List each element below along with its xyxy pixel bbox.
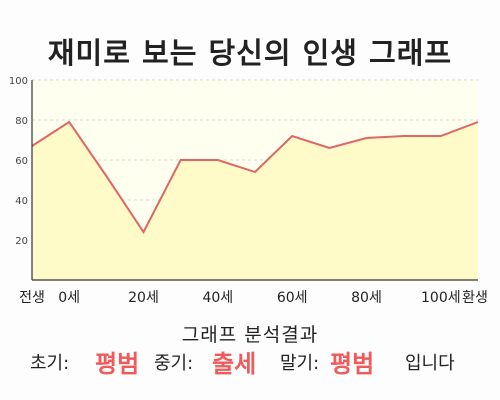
late-value: 평범: [330, 350, 375, 378]
y-tick-label: 40: [15, 196, 28, 207]
x-tick-label: 환생: [462, 290, 488, 306]
x-tick-label: 60세: [277, 290, 308, 306]
life-graph-chart: 100 80 60 40 20 전생 0세 20세 40세 60세 80세 100세 환생: [9, 76, 488, 306]
y-tick-label: 80: [15, 116, 28, 127]
y-tick-label: 100: [9, 76, 28, 87]
x-tick-label: 80세: [351, 290, 382, 306]
analysis-heading: 그래프 분석결과: [181, 324, 319, 346]
x-tick-label: 전생: [19, 290, 45, 306]
life-line: [31, 120, 479, 234]
x-tick-label: 100세: [421, 290, 461, 306]
late-label: 말기:: [280, 353, 320, 374]
y-tick-label: 20: [15, 236, 28, 247]
x-tick-label: 20세: [128, 290, 159, 306]
life-area: [32, 122, 478, 280]
early-label: 초기:: [30, 353, 70, 374]
early-value: 평범: [95, 350, 140, 378]
x-tick-labels: 전생 0세 20세 40세 60세 80세 100세 환생: [19, 290, 488, 306]
x-tick-label: 40세: [202, 290, 233, 306]
suffix-text: 입니다: [405, 353, 455, 374]
mid-label: 중기:: [154, 353, 194, 374]
x-tick-label: 0세: [58, 290, 80, 306]
page-title: 재미로 보는 당신의 인생 그래프: [47, 36, 453, 70]
mid-value: 출세: [212, 350, 257, 378]
y-tick-labels: 100 80 60 40 20: [9, 76, 28, 247]
analysis-summary: 초기: 평범 중기: 출세 말기: 평범 입니다: [0, 346, 500, 382]
y-tick-label: 60: [15, 156, 28, 167]
